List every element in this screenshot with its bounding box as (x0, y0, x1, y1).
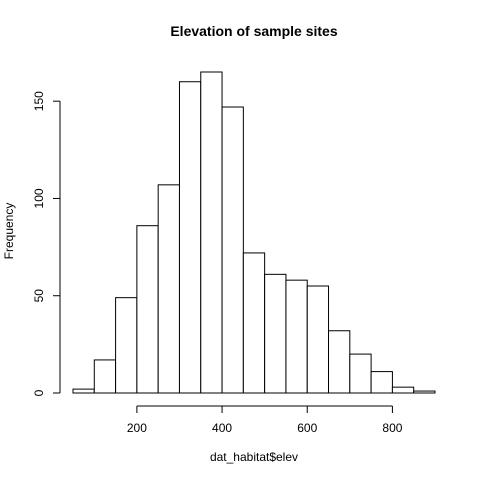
y-tick-label: 150 (32, 91, 46, 111)
x-axis: 200 400 600 800 (127, 405, 403, 435)
x-tick-label: 200 (127, 421, 147, 435)
histogram-bar (157, 184, 180, 394)
histogram-bar (349, 353, 372, 394)
histogram-bar (285, 279, 308, 394)
x-tick-label: 400 (212, 421, 232, 435)
y-axis-label: Frequency (2, 203, 16, 260)
histogram-bar (370, 371, 393, 394)
histogram-bar (413, 390, 436, 394)
histogram-bar (242, 252, 266, 394)
histogram-bar (72, 388, 95, 394)
y-axis: 0 50 100 150 (32, 91, 61, 396)
histogram-bar (115, 297, 138, 394)
histogram-bar (221, 106, 244, 394)
y-tick-label: 100 (32, 188, 46, 208)
histogram-bar (178, 81, 202, 394)
histogram-bar (328, 330, 351, 394)
histogram-bar (264, 273, 287, 394)
histogram-bar (136, 225, 159, 394)
y-tick-label: 0 (32, 389, 46, 396)
histogram-bar (93, 359, 117, 394)
y-tick-label: 50 (32, 289, 46, 303)
x-axis-label: dat_habitat$elev (210, 450, 298, 464)
histogram-bar (200, 71, 223, 394)
histogram-bar (391, 386, 415, 394)
histogram-bar (306, 285, 330, 394)
bars-group (72, 71, 436, 394)
x-tick-label: 800 (382, 421, 402, 435)
x-tick-label: 600 (297, 421, 317, 435)
chart-title: Elevation of sample sites (170, 23, 337, 39)
